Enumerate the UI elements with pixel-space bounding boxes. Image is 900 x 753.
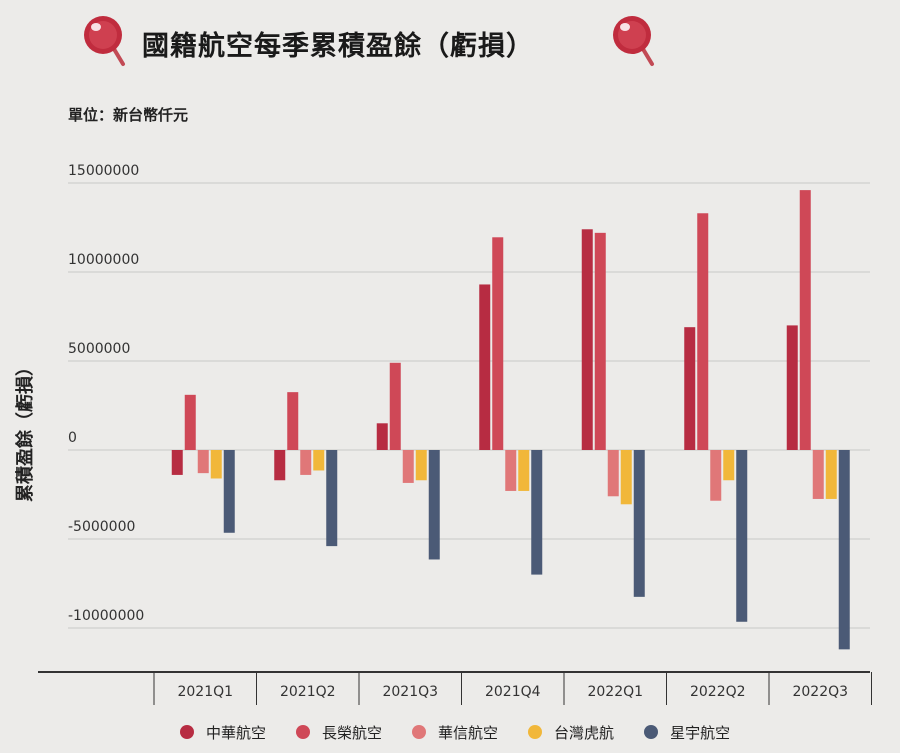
bar: [736, 450, 748, 622]
bar: [581, 229, 593, 450]
bar: [326, 450, 338, 547]
x-tick-label: 2021Q4: [485, 684, 541, 700]
legend: 中華航空 長榮航空 華信航空 台灣虎航 星宇航空: [180, 718, 730, 746]
y-tick-label: 5000000: [68, 341, 130, 357]
bar: [518, 450, 530, 491]
unit-label: 單位：新台幣仟元: [68, 106, 189, 124]
legend-item: 台灣虎航: [528, 722, 614, 743]
x-tick-label: 2022Q3: [792, 684, 848, 700]
bar: [786, 325, 798, 450]
x-tick-label: 2022Q1: [587, 684, 643, 700]
x-tick-label: 2021Q3: [382, 684, 438, 700]
bar: [210, 450, 222, 479]
y-tick-label: 10000000: [68, 252, 139, 268]
legend-label: 華信航空: [438, 723, 499, 742]
bar: [607, 450, 619, 497]
bar: [184, 394, 196, 450]
legend-swatch: [528, 725, 543, 739]
bar: [274, 450, 286, 481]
legend-item: 星宇航空: [644, 722, 730, 743]
bar: [812, 450, 824, 499]
bar: [492, 237, 504, 450]
title-row: 國籍航空每季累積盈餘（虧損）: [0, 14, 900, 74]
legend-label: 中華航空: [206, 723, 267, 742]
bar: [505, 450, 517, 491]
legend-swatch: [644, 725, 659, 739]
bar: [389, 362, 401, 450]
bar: [710, 450, 722, 501]
bar: [313, 450, 325, 471]
bar: [594, 232, 606, 450]
bar: [697, 213, 709, 450]
bar: [300, 450, 312, 475]
bar: [223, 450, 235, 533]
bar: [287, 392, 299, 450]
legend-label: 台灣虎航: [554, 723, 615, 742]
legend-swatch: [296, 725, 311, 739]
legend-item: 長榮航空: [296, 722, 382, 743]
x-tick-label: 2022Q2: [690, 684, 746, 700]
bar: [415, 450, 427, 481]
bar: [723, 450, 735, 481]
y-tick-label: 0: [68, 430, 77, 446]
bar: [620, 450, 632, 505]
y-tick-label: -5000000: [68, 519, 135, 535]
bar: [838, 450, 850, 650]
legend-label: 星宇航空: [670, 723, 731, 742]
chart-title: 國籍航空每季累積盈餘（虧損）: [142, 31, 534, 62]
magnifier-icon: [84, 16, 125, 66]
bar: [825, 450, 837, 499]
bar: [171, 450, 183, 475]
bar: [197, 450, 209, 474]
bar: [479, 284, 491, 450]
bar: [402, 450, 414, 483]
legend-item: 華信航空: [412, 722, 498, 743]
y-tick-label: -10000000: [68, 608, 144, 624]
bar: [376, 423, 388, 450]
legend-item: 中華航空: [180, 722, 266, 743]
y-tick-label: 15000000: [68, 163, 139, 179]
bar: [799, 190, 811, 450]
bar: [531, 450, 543, 575]
bar: [633, 450, 645, 597]
bar: [684, 327, 696, 450]
magnifier-icon: [613, 16, 654, 66]
legend-swatch: [180, 725, 194, 739]
bar: [428, 450, 440, 560]
x-tick-label: 2021Q2: [280, 684, 336, 700]
legend-swatch: [412, 725, 427, 739]
legend-label: 長榮航空: [322, 723, 383, 742]
x-tick-label: 2021Q1: [177, 684, 233, 700]
